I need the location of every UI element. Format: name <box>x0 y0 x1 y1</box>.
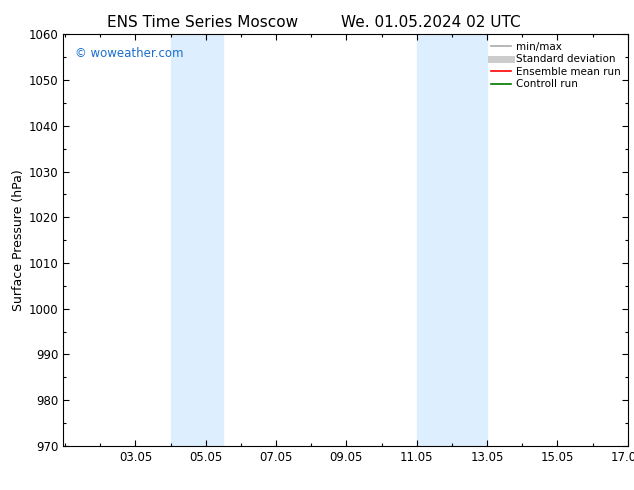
Bar <box>417 34 487 446</box>
Text: We. 01.05.2024 02 UTC: We. 01.05.2024 02 UTC <box>341 15 521 30</box>
Bar <box>171 34 223 446</box>
Legend: min/max, Standard deviation, Ensemble mean run, Controll run: min/max, Standard deviation, Ensemble me… <box>489 40 623 92</box>
Text: © woweather.com: © woweather.com <box>75 47 183 60</box>
Text: ENS Time Series Moscow: ENS Time Series Moscow <box>107 15 299 30</box>
Y-axis label: Surface Pressure (hPa): Surface Pressure (hPa) <box>11 169 25 311</box>
